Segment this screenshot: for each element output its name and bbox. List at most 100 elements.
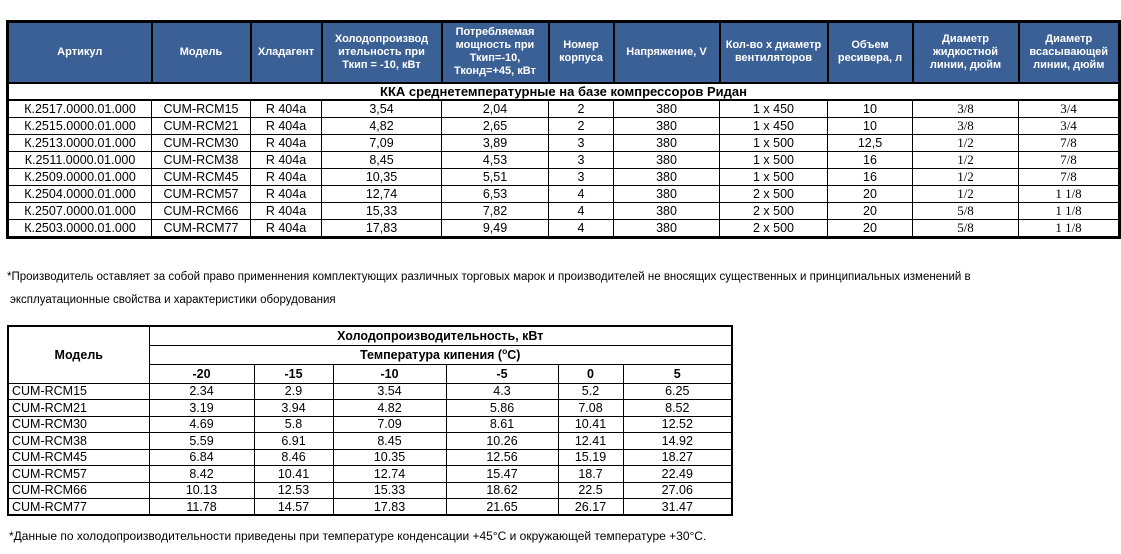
cell-capacity-minus5: 10.26 — [445, 432, 559, 450]
cell-model-name: CUM-RCM77 — [7, 498, 150, 516]
cell-fans: 1 x 500 — [719, 133, 828, 152]
capacity-table: Модель Холодопроизводительность, кВт Тем… — [7, 325, 734, 516]
cell-housing-number: 4 — [548, 201, 614, 220]
cell-capacity-minus15: 3.94 — [253, 399, 334, 417]
cell-capacity-minus10: 10.35 — [332, 448, 447, 466]
cell-power-consumption: 2,04 — [441, 99, 549, 118]
cell-liquid-line-diameter: 5/8 — [912, 201, 1019, 220]
table-section: ККА среднетемпературные на базе компресс… — [6, 81, 1121, 101]
capacity-table-body: CUM-RCM15 2.34 2.9 3.54 4.3 5.2 6.25 CUM… — [7, 382, 733, 516]
cell-model-name: CUM-RCM38 — [7, 432, 150, 450]
cell-liquid-line-diameter: 3/8 — [912, 116, 1019, 135]
cell-voltage: 380 — [613, 150, 720, 169]
cell-artikul: К.2507.0000.01.000 — [7, 201, 152, 220]
cell-liquid-line-diameter: 3/8 — [912, 99, 1019, 118]
manufacturer-note-line1: *Производитель оставляет за собой право … — [7, 271, 971, 283]
cell-cooling-capacity: 7,09 — [321, 133, 442, 152]
cell-capacity-minus15: 8.46 — [253, 448, 334, 466]
cell-cooling-capacity: 15,33 — [321, 201, 442, 220]
col-header-housing-number: Номер корпуса — [547, 20, 615, 84]
cell-artikul: К.2515.0000.01.000 — [7, 116, 152, 135]
cell-voltage: 380 — [613, 184, 720, 203]
cell-capacity-minus10: 12.74 — [332, 465, 447, 483]
cell-capacity-minus15: 5.8 — [253, 415, 334, 433]
cell-liquid-line-diameter: 1/2 — [912, 133, 1019, 152]
temp-tick-0: 0 — [557, 363, 624, 384]
spec-table: Артикул Модель Хладагент Холодопроизвод … — [6, 20, 1121, 239]
cell-receiver-volume: 20 — [827, 184, 913, 203]
cell-power-consumption: 2,65 — [441, 116, 549, 135]
cell-housing-number: 2 — [548, 99, 614, 118]
temp-tick-minus5: -5 — [445, 363, 559, 384]
cell-capacity-minus20: 8.42 — [148, 465, 255, 483]
cell-model-name: CUM-RCM45 — [7, 448, 150, 466]
col-header-power-consumption: Потребляемая мощность при Ткип=-10, Ткон… — [440, 20, 550, 84]
cell-suction-line-diameter: 3/4 — [1018, 99, 1120, 118]
cell-capacity-minus20: 4.69 — [148, 415, 255, 433]
cell-capacity-minus20: 3.19 — [148, 399, 255, 417]
cell-refrigerant: R 404a — [250, 116, 322, 135]
cell-suction-line-diameter: 1 1/8 — [1018, 184, 1120, 203]
section-banner-row: ККА среднетемпературные на базе компресс… — [6, 81, 1121, 101]
cell-fans: 1 x 500 — [719, 150, 828, 169]
cell-capacity-5: 6.25 — [622, 382, 733, 400]
temp-tick-5: 5 — [622, 363, 733, 384]
cell-model-name: CUM-RCM57 — [7, 465, 150, 483]
cell-receiver-volume: 16 — [827, 150, 913, 169]
cell-artikul: К.2517.0000.01.000 — [7, 99, 152, 118]
cell-capacity-5: 18.27 — [622, 448, 733, 466]
col-header-fans: Кол-во х диаметр вентиляторов — [718, 20, 829, 84]
cell-capacity-0: 15.19 — [557, 448, 624, 466]
cell-model-name: CUM-RCM21 — [7, 399, 150, 417]
cell-model: CUM-RCM66 — [151, 201, 251, 220]
cell-power-consumption: 3,89 — [441, 133, 549, 152]
spec-header-row: Артикул Модель Хладагент Холодопроизвод … — [6, 20, 1121, 84]
cell-model: CUM-RCM30 — [151, 133, 251, 152]
cell-receiver-volume: 16 — [827, 167, 913, 186]
cell-fans: 1 x 500 — [719, 167, 828, 186]
spec-table-row: К.2511.0000.01.000 CUM-RCM38 R 404a 8,45… — [7, 150, 1120, 169]
capacity-table-row: CUM-RCM38 5.59 6.91 8.45 10.26 12.41 14.… — [7, 432, 733, 450]
cell-capacity-5: 31.47 — [622, 498, 733, 516]
cell-suction-line-diameter: 7/8 — [1018, 133, 1120, 152]
cell-power-consumption: 5,51 — [441, 167, 549, 186]
cell-fans: 1 x 450 — [719, 99, 828, 118]
cell-suction-line-diameter: 1 1/8 — [1018, 201, 1120, 220]
col-header-artikul: Артикул — [6, 20, 153, 84]
cell-capacity-minus5: 4.3 — [445, 382, 559, 400]
cell-voltage: 380 — [613, 99, 720, 118]
capacity-table-row: CUM-RCM30 4.69 5.8 7.09 8.61 10.41 12.52 — [7, 415, 733, 433]
cell-housing-number: 4 — [548, 184, 614, 203]
capacity-table-row: CUM-RCM15 2.34 2.9 3.54 4.3 5.2 6.25 — [7, 382, 733, 400]
cell-voltage: 380 — [613, 218, 720, 238]
cell-capacity-5: 8.52 — [622, 399, 733, 417]
cell-power-consumption: 7,82 — [441, 201, 549, 220]
cell-voltage: 380 — [613, 201, 720, 220]
cell-liquid-line-diameter: 1/2 — [912, 184, 1019, 203]
spec-table-row: К.2513.0000.01.000 CUM-RCM30 R 404a 7,09… — [7, 133, 1120, 152]
cell-capacity-minus10: 3.54 — [332, 382, 447, 400]
cell-fans: 2 x 500 — [719, 218, 828, 238]
cell-capacity-minus15: 10.41 — [253, 465, 334, 483]
cell-voltage: 380 — [613, 167, 720, 186]
cell-capacity-minus20: 6.84 — [148, 448, 255, 466]
manufacturer-note: *Производитель оставляет за собой право … — [7, 266, 1112, 312]
spec-table-row: К.2504.0000.01.000 CUM-RCM57 R 404a 12,7… — [7, 184, 1120, 203]
cell-capacity-0: 22.5 — [557, 481, 624, 499]
capacity-header-row-2: Температура кипения (оС) — [8, 344, 733, 365]
cell-model: CUM-RCM57 — [151, 184, 251, 203]
cell-voltage: 380 — [613, 133, 720, 152]
capacity-data-note: *Данные по холодопроизводительности прив… — [9, 529, 707, 543]
spec-table-row: К.2517.0000.01.000 CUM-RCM15 R 404a 3,54… — [7, 99, 1120, 118]
capacity-header-row-1: Модель Холодопроизводительность, кВт — [7, 325, 733, 384]
cell-capacity-minus20: 11.78 — [148, 498, 255, 516]
cell-capacity-minus10: 8.45 — [332, 432, 447, 450]
cell-liquid-line-diameter: 5/8 — [912, 218, 1019, 238]
cell-capacity-minus5: 18.62 — [445, 481, 559, 499]
cell-capacity-5: 27.06 — [622, 481, 733, 499]
cell-capacity-5: 14.92 — [622, 432, 733, 450]
capacity-table-header: Модель Холодопроизводительность, кВт Тем… — [7, 325, 733, 384]
cell-cooling-capacity: 17,83 — [321, 218, 442, 238]
spec-table-row: К.2515.0000.01.000 CUM-RCM21 R 404a 4,82… — [7, 116, 1120, 135]
